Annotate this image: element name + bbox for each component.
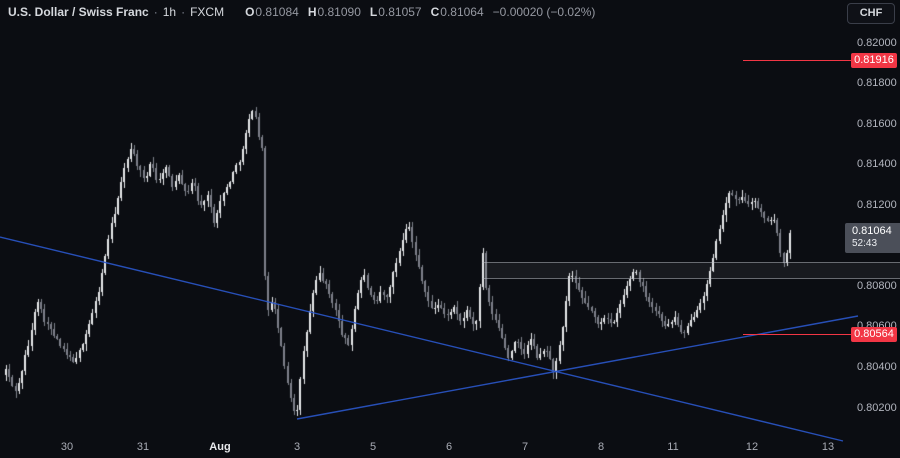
price-axis-label: 0.80400 bbox=[857, 361, 897, 373]
open-key: O bbox=[245, 5, 255, 19]
interval-label[interactable]: 1h bbox=[162, 5, 177, 19]
time-axis-label: Aug bbox=[209, 441, 231, 453]
price-axis-label: 0.81800 bbox=[857, 77, 897, 89]
current-price-value: 0.81064 bbox=[852, 225, 892, 237]
high-value: 0.81090 bbox=[317, 5, 361, 19]
time-axis-label: 8 bbox=[597, 441, 605, 453]
time-axis-label: 7 bbox=[521, 441, 529, 453]
supply-zone-rectangle[interactable] bbox=[482, 262, 900, 279]
price-axis-label: 0.82000 bbox=[857, 37, 897, 49]
time-axis-label: 6 bbox=[445, 441, 453, 453]
low-key: L bbox=[369, 5, 378, 19]
time-axis[interactable]: 30 31 Aug 3 5 6 7 8 11 12 13 bbox=[0, 436, 900, 458]
open-value: 0.81084 bbox=[255, 5, 299, 19]
time-axis-label: 13 bbox=[821, 441, 835, 453]
time-axis-label: 30 bbox=[60, 441, 74, 453]
alert-price-label-upper[interactable]: 0.81916 bbox=[851, 53, 897, 68]
low-value: 0.81057 bbox=[378, 5, 422, 19]
bar-countdown: 52:43 bbox=[852, 238, 878, 249]
alert-price-label-lower[interactable]: 0.80564 bbox=[851, 327, 897, 342]
time-axis-label: 5 bbox=[369, 441, 377, 453]
price-axis-label: 0.80800 bbox=[857, 280, 897, 292]
chart-legend: U.S. Dollar / Swiss Franc · 1h · FXCM O0.8108… bbox=[8, 5, 595, 19]
ohlc-values: O0.81084 H0.81090 L0.81057 C0.81064 −0.00020… bbox=[236, 5, 595, 19]
time-axis-label: 31 bbox=[136, 441, 150, 453]
separator: · bbox=[153, 5, 158, 19]
close-value: 0.81064 bbox=[440, 5, 484, 19]
time-axis-label: 3 bbox=[293, 441, 301, 453]
high-key: H bbox=[307, 5, 317, 19]
price-axis-label: 0.80200 bbox=[857, 402, 897, 414]
time-axis-label: 12 bbox=[745, 441, 759, 453]
symbol-title[interactable]: U.S. Dollar / Swiss Franc bbox=[8, 5, 149, 19]
price-alert-line-lower[interactable] bbox=[743, 334, 851, 335]
price-axis-label: 0.81600 bbox=[857, 118, 897, 130]
separator: · bbox=[181, 5, 186, 19]
change-value: −0.00020 (−0.02%) bbox=[492, 5, 596, 19]
exchange-label: FXCM bbox=[190, 5, 225, 19]
price-alert-line-upper[interactable] bbox=[743, 60, 851, 61]
close-key: C bbox=[430, 5, 440, 19]
price-axis-label: 0.81200 bbox=[857, 199, 897, 211]
current-price-label: 0.81064 52:43 bbox=[845, 223, 900, 253]
price-axis-label: 0.81400 bbox=[857, 158, 897, 170]
time-axis-label: 11 bbox=[667, 441, 679, 453]
currency-badge[interactable]: CHF bbox=[847, 3, 895, 24]
